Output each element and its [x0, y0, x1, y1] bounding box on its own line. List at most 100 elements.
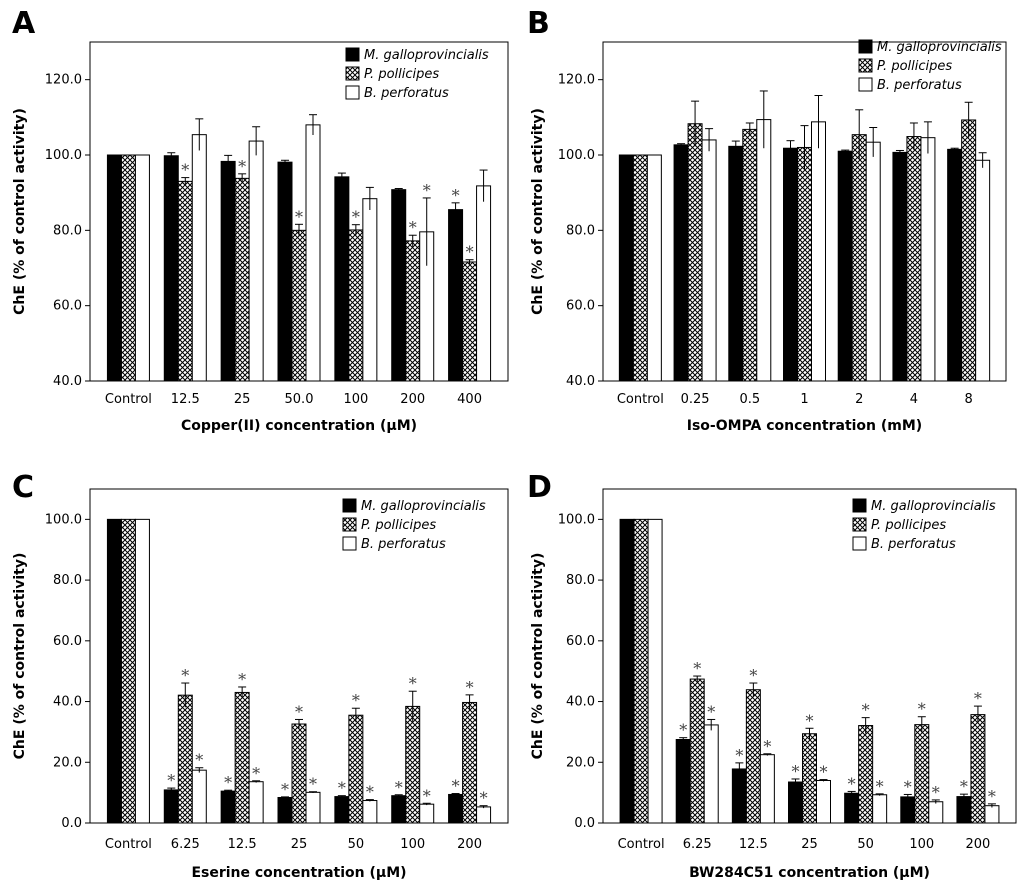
bar [984, 805, 1000, 824]
bar [687, 123, 703, 382]
y-tick-label: 80.0 [566, 573, 595, 588]
legend-swatch [342, 517, 357, 532]
bar [783, 147, 798, 382]
y-tick-label: 40.0 [566, 695, 595, 710]
bar [248, 781, 264, 824]
bar [448, 793, 464, 824]
significance-marker: * [338, 779, 346, 798]
bar [462, 701, 478, 824]
bar [928, 801, 944, 824]
bar [277, 796, 293, 824]
x-axis-title: Eserine concentration (μM) [191, 865, 406, 881]
significance-marker: * [988, 787, 996, 806]
significance-marker: * [195, 751, 203, 770]
legend: M. galloprovincialis P. pollicipes B. perf… [342, 498, 486, 552]
bar [362, 198, 378, 382]
panel-b: B 40.0 60.0 80.0 100.0 120.0 ChE (% of control… [527, 6, 1007, 434]
panel-d: D 0.0 20.0 40.0 60.0 80.0 100.0 ChE (% of contr… [527, 470, 1017, 881]
x-tick-label: 50.0 [285, 392, 314, 407]
bar [191, 134, 207, 382]
significance-marker: * [366, 783, 374, 802]
x-tick-label: 0.5 [739, 392, 760, 407]
x-tick-label: Control [105, 392, 152, 407]
significance-marker: * [974, 689, 982, 708]
legend-swatch [858, 58, 873, 73]
y-tick-label: 40.0 [566, 374, 595, 389]
bar [816, 779, 831, 824]
significance-marker: * [693, 659, 701, 678]
significance-marker: * [423, 181, 431, 200]
y-tick-label: 60.0 [566, 634, 595, 649]
x-tick-label: 0.25 [681, 392, 710, 407]
x-tick-label: 6.25 [171, 837, 200, 852]
bar [291, 229, 307, 382]
significance-marker: * [423, 786, 431, 805]
significance-marker: * [295, 207, 303, 226]
legend-label: M. galloprovincialis [361, 499, 486, 514]
significance-marker: * [749, 666, 757, 685]
bar [462, 261, 478, 382]
bar [956, 796, 972, 824]
bar [106, 154, 122, 382]
bar [618, 154, 634, 382]
bar [632, 154, 648, 382]
x-axis-title: Iso-OMPA concentration (mM) [687, 418, 922, 434]
bar [220, 790, 236, 824]
y-tick-label: 100.0 [45, 148, 82, 163]
significance-marker: * [876, 777, 884, 796]
legend-label: B. perforatus [871, 537, 956, 552]
bar [419, 803, 435, 824]
significance-marker: * [238, 157, 246, 176]
bar [362, 800, 378, 824]
legend-swatch [858, 39, 873, 54]
bar [647, 518, 663, 824]
x-tick-label: 6.25 [683, 837, 712, 852]
x-axis-title: BW284C51 concentration (μM) [689, 865, 930, 881]
legend-label: B. perforatus [364, 86, 449, 101]
x-tick-label: 25 [291, 837, 308, 852]
bar [858, 725, 874, 824]
significance-marker: * [167, 771, 175, 790]
y-tick-label: 120.0 [558, 73, 595, 88]
significance-marker: * [252, 764, 260, 783]
bar [728, 145, 744, 382]
bar [701, 139, 717, 382]
bar [177, 694, 193, 824]
bar [248, 140, 264, 382]
bar [970, 714, 986, 824]
legend-label: B. perforatus [877, 78, 962, 93]
bar [788, 781, 803, 824]
x-tick-label: 12.5 [739, 837, 768, 852]
x-tick-label: 50 [857, 837, 874, 852]
bar [906, 136, 922, 382]
x-tick-label: 2 [855, 392, 863, 407]
legend: M. galloprovincialis P. pollicipes B. perf… [852, 498, 996, 552]
y-tick-label: 40.0 [53, 374, 82, 389]
bar [405, 240, 421, 382]
y-tick-label: 80.0 [53, 573, 82, 588]
bar [277, 161, 293, 382]
x-tick-label: 200 [400, 392, 425, 407]
y-axis-title: ChE (% of control activity) [530, 108, 546, 315]
bar [405, 705, 421, 824]
bar [476, 806, 492, 824]
bar [914, 724, 930, 824]
significance-marker: * [707, 702, 715, 721]
y-tick-label: 80.0 [53, 223, 82, 238]
bar [448, 209, 464, 382]
bar [134, 154, 150, 382]
panel-letter: B [527, 6, 550, 41]
bar [348, 714, 364, 824]
significance-marker: * [395, 778, 403, 797]
legend-label: B. perforatus [361, 537, 446, 552]
significance-marker: * [181, 161, 189, 180]
bar [334, 176, 350, 382]
x-tick-label: 1 [800, 392, 808, 407]
bar [797, 146, 812, 382]
bar [844, 792, 860, 824]
bar [961, 119, 977, 382]
panel-letter: C [12, 470, 34, 505]
x-tick-label: 100 [909, 837, 934, 852]
bar [619, 518, 635, 824]
